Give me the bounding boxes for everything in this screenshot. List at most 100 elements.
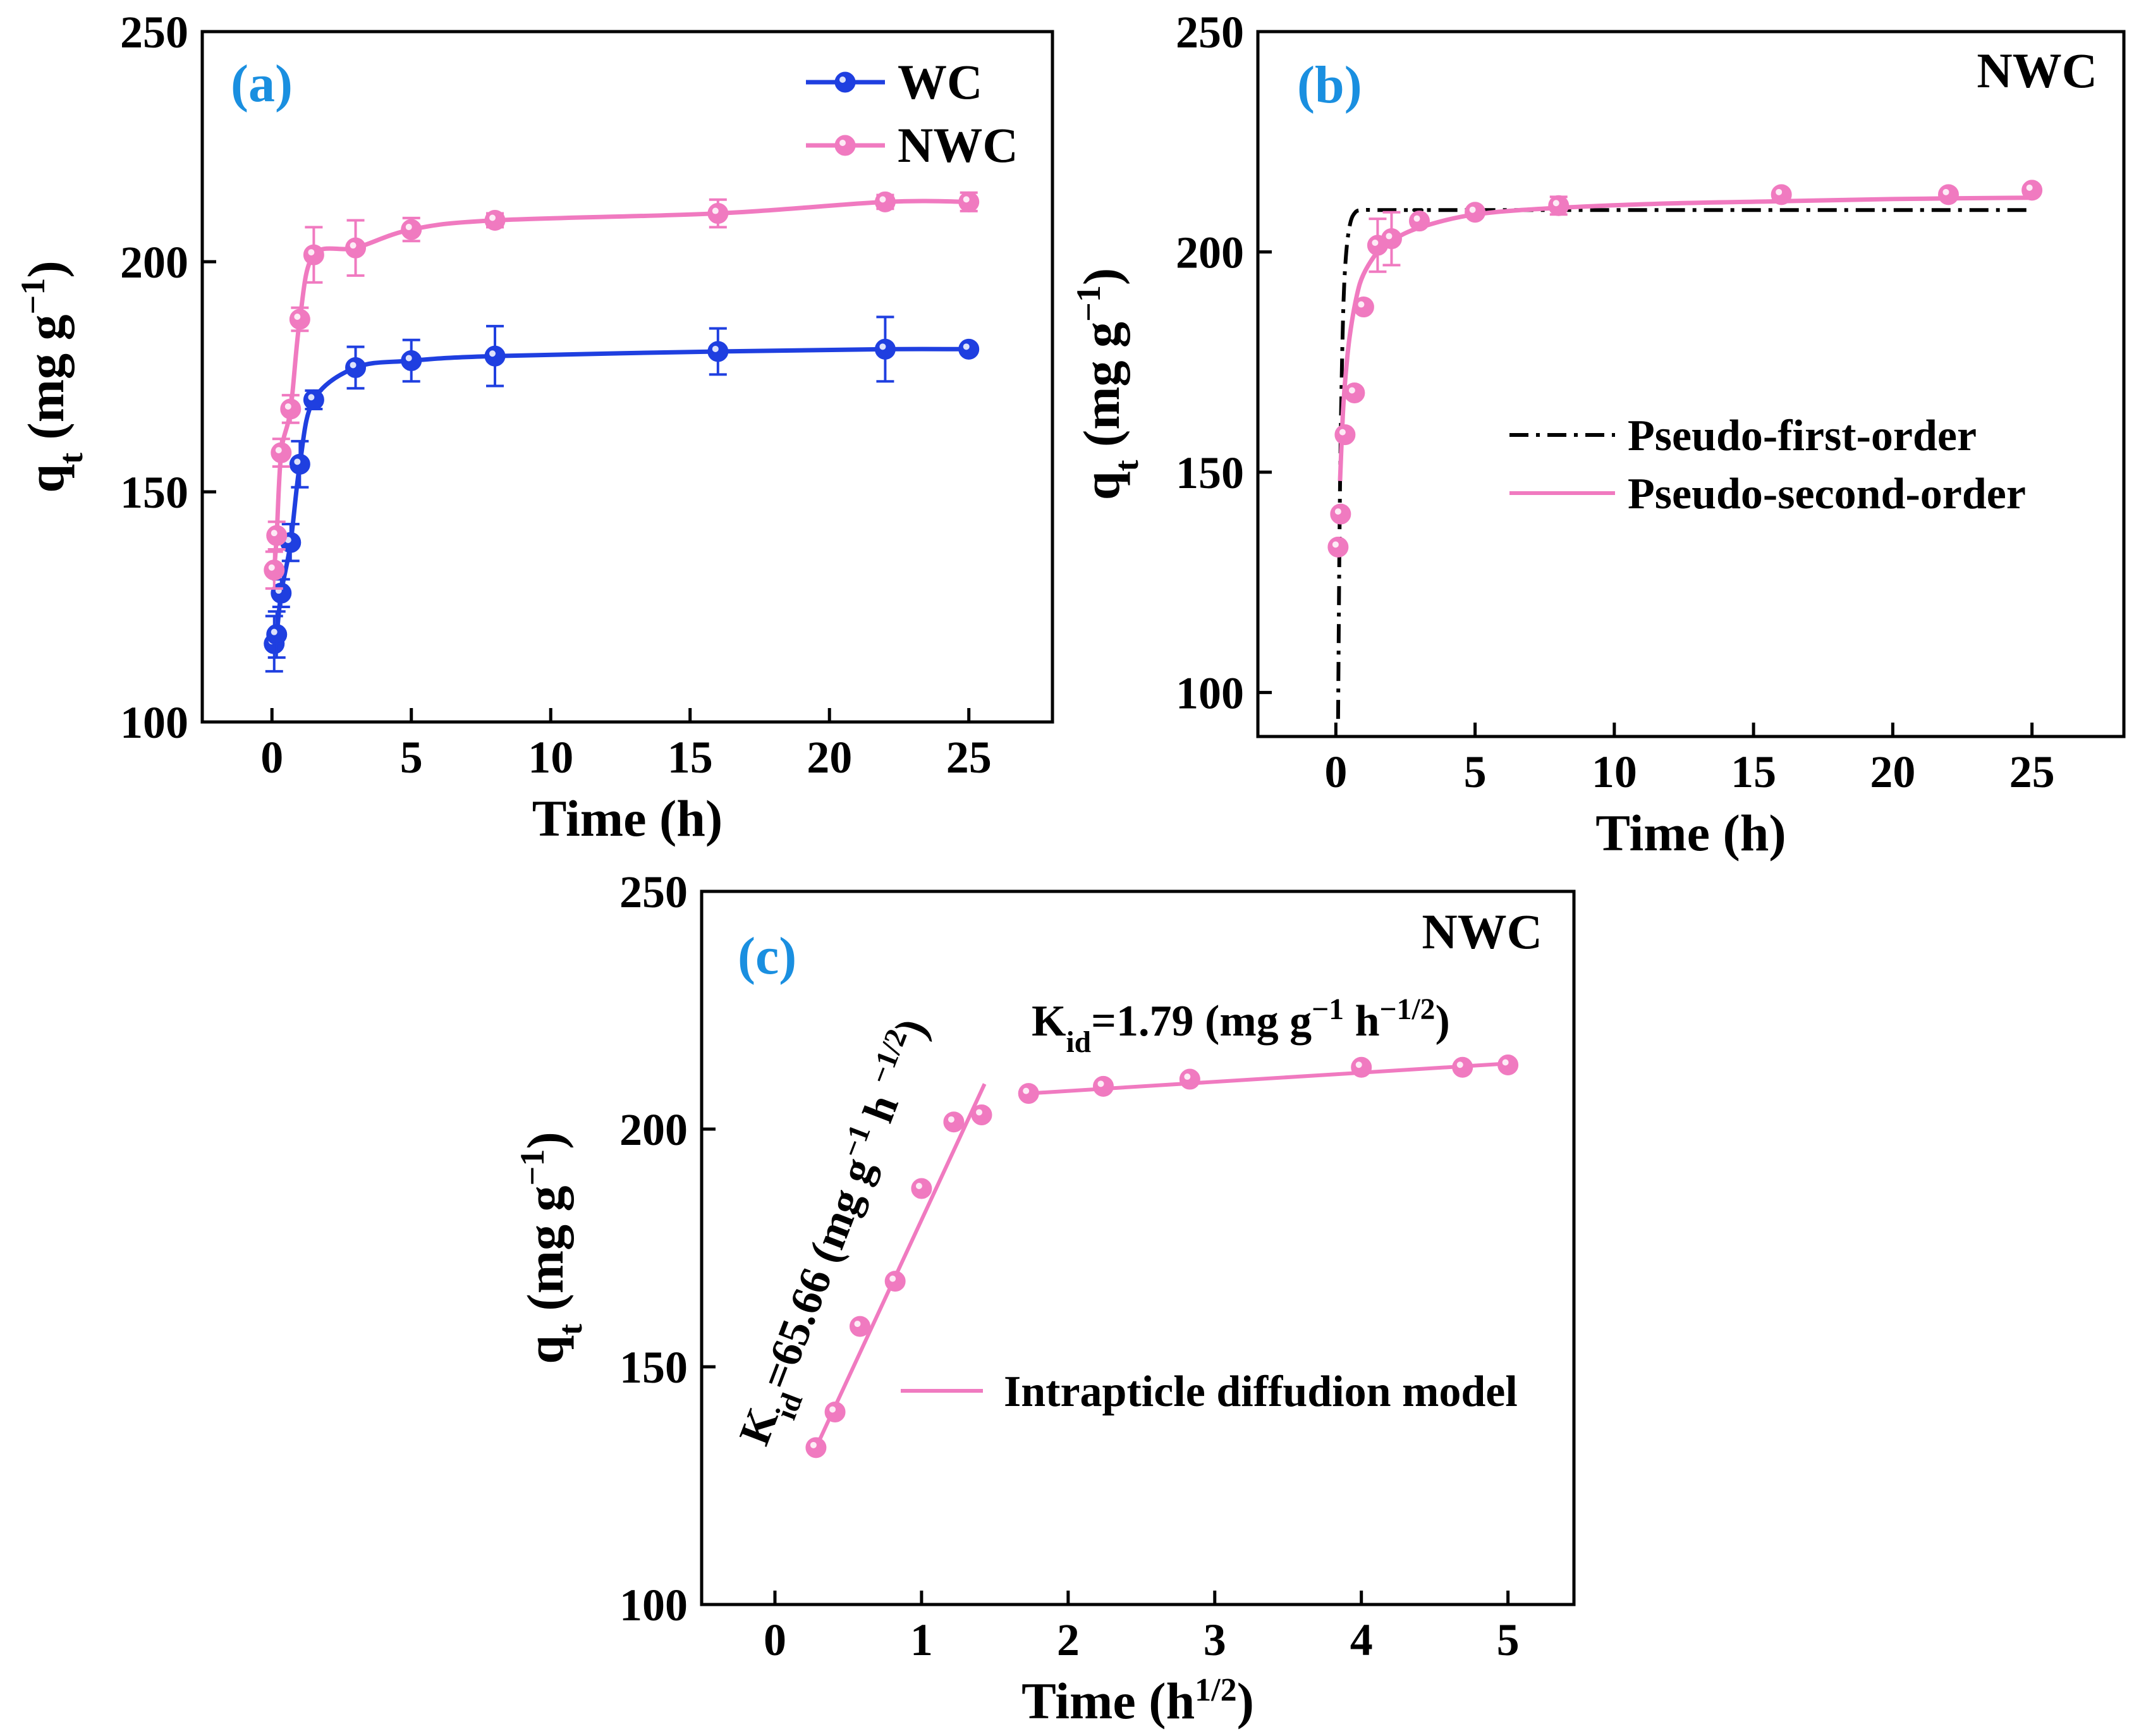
- fit-annotation-2: Kid=1.79 (mg g−1 h−1/2): [1032, 993, 1450, 1059]
- data-point-NWC-highlight: [963, 196, 970, 203]
- y-axis-label: qt (mg g−1): [1070, 268, 1145, 500]
- data-point: [1327, 536, 1349, 558]
- data-point-NWC: [264, 559, 285, 581]
- data-point: [1771, 184, 1792, 205]
- y-tick-label: 100: [619, 1580, 688, 1630]
- data-point-NWC: [266, 525, 288, 546]
- x-tick-label: 0: [1324, 747, 1347, 797]
- legend-marker-highlight: [839, 76, 846, 83]
- data-point-highlight: [1942, 188, 1949, 195]
- x-axis-label-text: Time (h): [532, 790, 722, 847]
- data-point-NWC: [345, 237, 367, 259]
- legend-entry: Pseudo-second-order: [1628, 470, 2026, 518]
- x-tick-label: 15: [1731, 747, 1776, 797]
- x-tick-label: 0: [764, 1615, 786, 1665]
- data-point-highlight: [1348, 387, 1355, 394]
- fit-annotation-k: K: [1032, 997, 1066, 1046]
- data-point-WC-highlight: [879, 343, 886, 350]
- x-tick-label: 1: [910, 1615, 933, 1665]
- legend-marker: [834, 135, 856, 156]
- data-point: [805, 1437, 827, 1458]
- y-axis-label-q: q: [17, 464, 75, 493]
- data-point-NWC-highlight: [879, 196, 886, 203]
- legend-marker: [834, 71, 856, 93]
- data-point-highlight: [889, 1275, 896, 1282]
- data-point-WC-highlight: [712, 345, 719, 352]
- data-point-highlight: [975, 1109, 982, 1116]
- data-point-NWC-highlight: [489, 214, 496, 221]
- data-point-highlight: [829, 1406, 836, 1413]
- x-axis-label: Time (h): [1595, 804, 1786, 862]
- legend-entry-text: NWC: [898, 118, 1018, 173]
- legend-entry-text: WC: [898, 54, 982, 109]
- data-point-NWC: [484, 209, 506, 231]
- data-point-WC-highlight: [294, 458, 301, 465]
- x-axis-label-close: ): [1237, 1672, 1254, 1730]
- data-point-WC: [874, 338, 896, 360]
- y-tick-label: 250: [120, 7, 188, 58]
- data-point: [1548, 195, 1570, 216]
- y-axis-label-close: ): [1073, 268, 1130, 285]
- data-point-highlight: [1413, 215, 1420, 222]
- fit-annotation-close: ): [1435, 997, 1449, 1046]
- y-axis-label-unit: (mg g: [1073, 322, 1130, 460]
- data-point-highlight: [1355, 1061, 1362, 1068]
- data-point-NWC-highlight: [275, 447, 282, 454]
- data-point: [1018, 1083, 1039, 1104]
- x-tick-label: 0: [260, 732, 283, 783]
- data-point: [1334, 424, 1356, 446]
- data-point-highlight: [1469, 206, 1476, 213]
- data-point-highlight: [2026, 184, 2033, 191]
- y-axis-label-sub: t: [551, 1324, 589, 1335]
- y-axis-label-close: ): [17, 260, 75, 278]
- data-point-NWC: [303, 244, 324, 266]
- data-point-highlight: [1552, 200, 1559, 207]
- data-point-WC: [345, 357, 367, 378]
- x-tick-label: 5: [1464, 747, 1487, 797]
- data-point-WC: [303, 389, 324, 410]
- data-point-highlight: [810, 1441, 817, 1448]
- fit-annotation-sup: −1: [1312, 993, 1344, 1026]
- y-tick-label: 150: [1176, 448, 1244, 498]
- fit-line-Pseudo-second-order: [1338, 195, 2032, 481]
- legend-entry-text: Intrapticle diffudion model: [1004, 1367, 1518, 1416]
- data-point-highlight: [948, 1116, 954, 1123]
- data-point: [1381, 228, 1402, 250]
- x-tick-label: 25: [946, 732, 992, 783]
- legend-entry: NWC: [898, 118, 1018, 173]
- x-tick-label: 5: [400, 732, 423, 783]
- data-point-NWC: [707, 203, 729, 224]
- fit-annotation-space: h: [1344, 997, 1379, 1046]
- y-axis-label-q: q: [516, 1335, 574, 1364]
- data-point-highlight: [1332, 541, 1339, 548]
- data-point: [884, 1271, 906, 1292]
- x-axis-label: Time (h): [532, 790, 722, 847]
- data-point-NWC: [280, 398, 302, 420]
- legend-marker-highlight: [839, 140, 846, 146]
- data-point-WC: [266, 624, 288, 645]
- data-point: [971, 1104, 992, 1125]
- data-point-highlight: [1339, 429, 1346, 436]
- y-tick-label: 250: [1176, 7, 1244, 58]
- legend-entry: WC: [898, 54, 982, 109]
- y-axis-label-sup: −1: [1070, 285, 1107, 322]
- data-point: [1330, 503, 1351, 525]
- y-axis-label-sup: −1: [513, 1149, 551, 1186]
- y-axis-label-unit: (mg g: [516, 1185, 574, 1324]
- data-point-highlight: [1372, 239, 1379, 246]
- x-tick-label: 20: [1870, 747, 1915, 797]
- data-point: [2021, 180, 2043, 201]
- x-tick-label: 5: [1497, 1615, 1520, 1665]
- data-point-WC-highlight: [489, 350, 496, 357]
- series-line-WC: [272, 346, 969, 645]
- data-point-highlight: [1502, 1059, 1509, 1066]
- data-point-highlight: [1184, 1073, 1191, 1080]
- fit-annotation-sup: −1/2: [1380, 993, 1436, 1026]
- data-point: [1353, 296, 1374, 318]
- data-point: [911, 1178, 932, 1199]
- plot-frame: [1256, 30, 2126, 738]
- x-axis-label-sup: 1/2: [1195, 1672, 1236, 1708]
- data-point-NWC-highlight: [284, 403, 291, 410]
